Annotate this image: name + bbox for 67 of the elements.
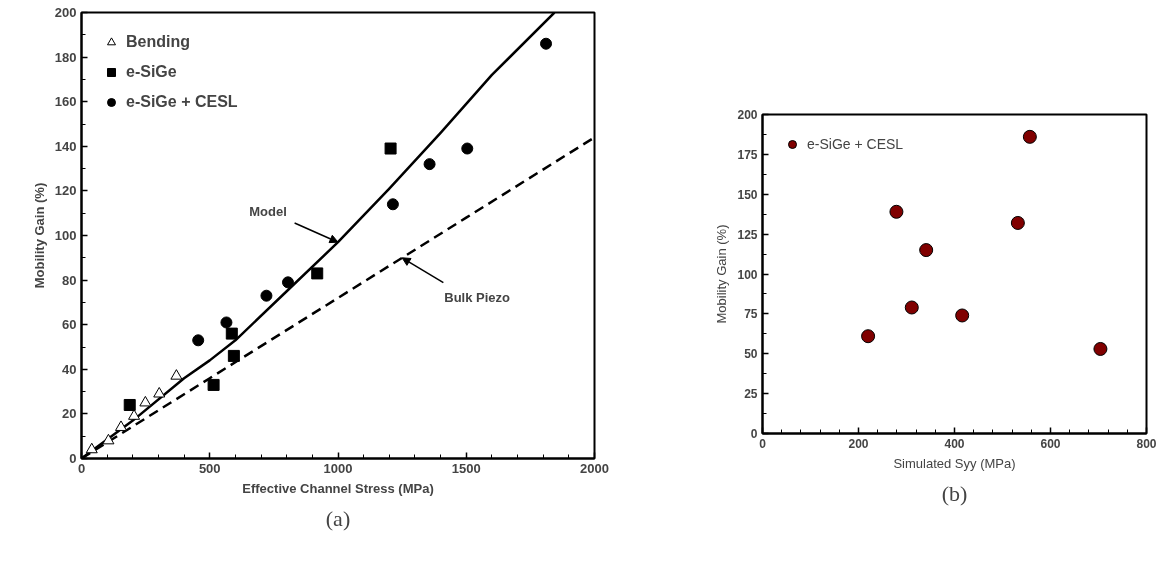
y-axis-title: Mobility Gain (%)	[31, 182, 47, 289]
x-tick-label: 400	[944, 436, 965, 451]
x-tick-label: 500	[198, 460, 221, 476]
y-tick-label: 25	[744, 387, 758, 402]
point	[115, 420, 127, 431]
x-tick-label: 1000	[323, 460, 353, 476]
x-axis-title: Effective Channel Stress (MPa)	[242, 480, 434, 496]
text: (b)	[941, 480, 968, 506]
point	[153, 386, 166, 398]
annotation: Bulk Piezo	[444, 290, 511, 306]
y-tick-label: 60	[62, 317, 77, 333]
point	[260, 289, 273, 302]
x-axis-title: Simulated Syy (MPa)	[893, 455, 1016, 471]
y-tick-label: 150	[737, 187, 758, 202]
y-tick-label: 50	[744, 347, 758, 362]
x-tick-label: 800	[1136, 436, 1157, 451]
y-tick-label: 200	[54, 5, 77, 20]
y-tick-label: 120	[54, 183, 77, 199]
annotation: Model	[249, 203, 287, 219]
point	[1010, 215, 1025, 230]
y-tick-label: 100	[54, 228, 77, 243]
y-tick-label: 40	[62, 361, 77, 377]
x-tick-label: 1500	[451, 460, 481, 476]
point	[919, 243, 934, 258]
point	[123, 398, 136, 411]
point	[955, 308, 970, 323]
legend-label: e-SiGe	[126, 63, 177, 81]
point	[225, 327, 238, 340]
point	[384, 142, 397, 155]
y-tick-label: 20	[62, 406, 77, 422]
x-tick-label: 2000	[580, 460, 609, 476]
legend-label: e-SiGe + CESL	[126, 93, 238, 111]
point	[861, 329, 876, 344]
point	[207, 378, 220, 391]
point	[139, 395, 152, 407]
y-tick-label: 180	[54, 49, 77, 65]
legend-label: Bending	[126, 33, 190, 51]
point	[889, 204, 904, 219]
point	[386, 198, 399, 211]
y-tick-label: 160	[54, 94, 77, 110]
point	[311, 267, 324, 280]
point	[227, 349, 240, 362]
point	[220, 316, 233, 329]
point	[540, 37, 553, 50]
point	[102, 433, 115, 445]
y-tick-label: 80	[62, 272, 77, 288]
point	[461, 142, 474, 155]
x-tick-label: 200	[848, 436, 869, 451]
point	[1022, 129, 1037, 144]
y-tick-label: 100	[737, 267, 758, 282]
y-tick-label: 175	[737, 147, 758, 162]
y-tick-label: 125	[737, 227, 758, 242]
point	[170, 369, 183, 380]
point	[281, 276, 294, 289]
point	[192, 334, 205, 347]
point	[85, 442, 98, 454]
legend-label: e-SiGe + CESL	[807, 136, 904, 152]
point	[423, 158, 436, 171]
x-tick-label: 600	[1040, 436, 1061, 451]
point	[1093, 341, 1108, 356]
y-tick-label: 0	[750, 427, 758, 441]
y-axis-title: Mobility Gain (%)	[714, 224, 730, 324]
y-tick-label: 75	[744, 307, 758, 322]
point	[904, 300, 919, 315]
y-tick-label: 140	[54, 138, 77, 154]
y-tick-label: 200	[737, 108, 758, 122]
text: (a)	[325, 505, 351, 531]
